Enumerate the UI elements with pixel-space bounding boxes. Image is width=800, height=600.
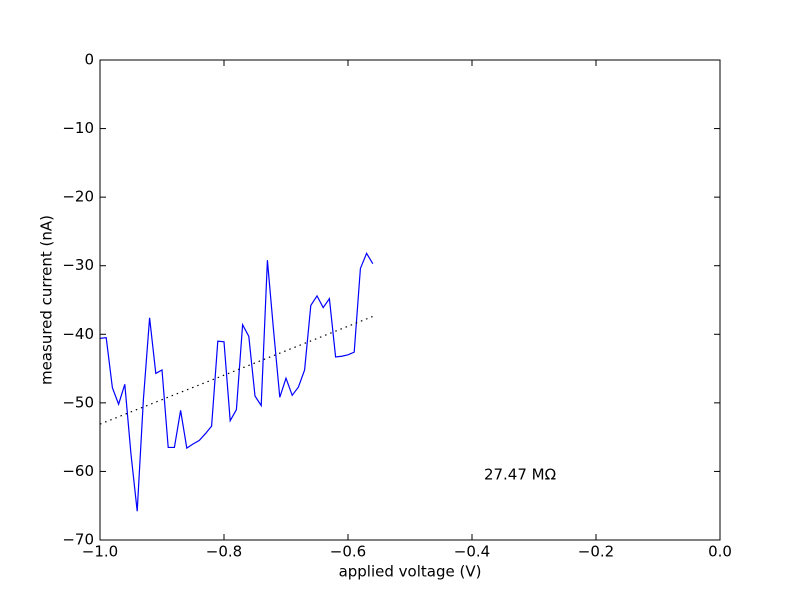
x-tick-label: −0.2 bbox=[578, 543, 614, 561]
data-line bbox=[99, 252, 374, 512]
y-tick-label: −20 bbox=[62, 188, 94, 206]
y-tick-label: −50 bbox=[62, 393, 94, 411]
y-axis-label: measured current (nA) bbox=[38, 215, 56, 385]
y-tick-label: 0 bbox=[84, 51, 94, 69]
y-tick-label: −70 bbox=[62, 531, 94, 549]
y-tick-label: −30 bbox=[62, 256, 94, 274]
annotation: 27.47 MΩ bbox=[484, 466, 556, 484]
plot-area bbox=[100, 60, 720, 540]
x-tick-label: −0.6 bbox=[330, 543, 366, 561]
y-tick-label: −10 bbox=[62, 119, 94, 137]
x-tick-label: −1.0 bbox=[82, 543, 118, 561]
x-tick-label: −0.4 bbox=[454, 543, 490, 561]
plot-frame bbox=[99, 59, 721, 541]
x-tick-label: −0.8 bbox=[206, 543, 242, 561]
x-tick-label: 0.0 bbox=[708, 543, 732, 561]
x-axis-label: applied voltage (V) bbox=[339, 563, 482, 581]
y-tick-label: −40 bbox=[62, 325, 94, 343]
y-tick-label: −60 bbox=[62, 462, 94, 480]
